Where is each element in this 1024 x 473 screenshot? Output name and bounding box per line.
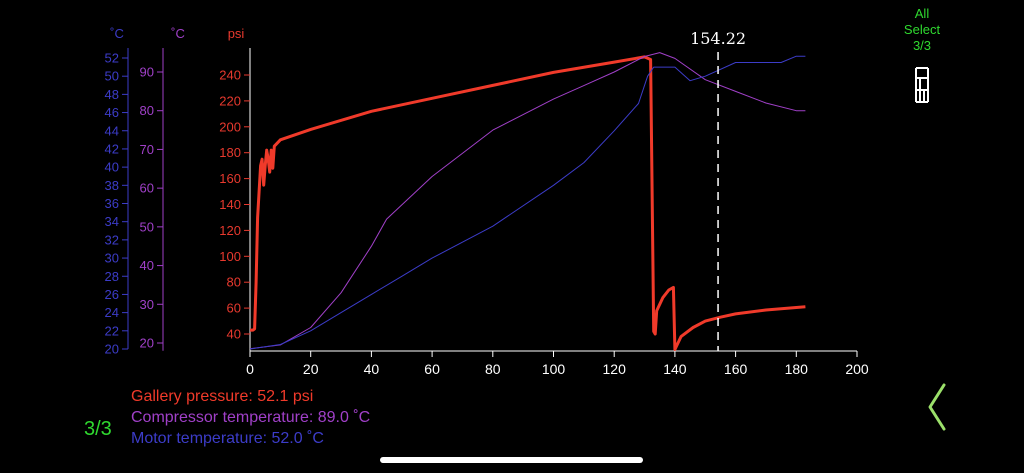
y-unit-motor: ˚C xyxy=(110,26,124,41)
y-tick-label-motor: 46 xyxy=(105,105,119,120)
y-unit-comp: ˚C xyxy=(171,26,185,41)
y-tick-label-press: 40 xyxy=(227,327,241,342)
legend-motor: Motor temperature: 52.0 ˚C xyxy=(131,430,324,447)
y-tick-label-motor: 40 xyxy=(105,160,119,175)
y-tick-label-press: 100 xyxy=(219,249,241,264)
y-tick-label-motor: 30 xyxy=(105,251,119,266)
y-tick-label-press: 60 xyxy=(227,301,241,316)
x-tick-label: 40 xyxy=(364,361,380,377)
x-tick-label: 80 xyxy=(485,361,501,377)
x-tick-label: 180 xyxy=(785,361,809,377)
legend-pressure: Gallery pressure: 52.1 psi xyxy=(131,388,314,405)
series-select-icon[interactable] xyxy=(912,66,932,106)
y-tick-label-comp: 20 xyxy=(140,336,154,351)
x-tick-label: 100 xyxy=(542,361,566,377)
y-tick-label-motor: 38 xyxy=(105,178,119,193)
y-tick-label-comp: 40 xyxy=(140,258,154,273)
y-tick-label-press: 160 xyxy=(219,171,241,186)
cursor-label: 154.22 xyxy=(690,29,746,48)
y-tick-label-motor: 44 xyxy=(105,123,119,138)
y-tick-label-motor: 32 xyxy=(105,232,119,247)
x-tick-label: 200 xyxy=(845,361,869,377)
y-tick-label-press: 120 xyxy=(219,223,241,238)
home-indicator[interactable] xyxy=(380,457,643,463)
legend-compressor: Compressor temperature: 89.0 ˚C xyxy=(131,409,371,426)
x-tick-label: 0 xyxy=(246,361,254,377)
y-tick-label-motor: 20 xyxy=(105,342,119,357)
x-tick-label: 120 xyxy=(603,361,627,377)
count-label: 3/3 xyxy=(912,38,932,53)
y-tick-label-motor: 22 xyxy=(105,323,119,338)
y-tick-label-comp: 60 xyxy=(140,181,154,196)
y-tick-label-motor: 34 xyxy=(105,214,119,229)
y-tick-label-motor: 48 xyxy=(105,87,119,102)
y-tick-label-comp: 90 xyxy=(140,65,154,80)
all-label: All xyxy=(914,6,930,21)
page-indicator: 3/3 xyxy=(84,418,112,440)
x-tick-label: 160 xyxy=(724,361,748,377)
y-tick-label-motor: 26 xyxy=(105,287,119,302)
y-tick-label-press: 80 xyxy=(227,275,241,290)
y-tick-label-comp: 70 xyxy=(140,142,154,157)
y-tick-label-comp: 80 xyxy=(140,103,154,118)
x-tick-label: 140 xyxy=(663,361,687,377)
y-tick-label-motor: 50 xyxy=(105,69,119,84)
y-tick-label-motor: 28 xyxy=(105,269,119,284)
x-tick-label: 20 xyxy=(303,361,319,377)
y-tick-label-comp: 50 xyxy=(140,219,154,234)
y-tick-label-motor: 52 xyxy=(105,51,119,66)
y-tick-label-motor: 42 xyxy=(105,141,119,156)
y-tick-label-motor: 24 xyxy=(105,305,119,320)
y-tick-label-motor: 36 xyxy=(105,196,119,211)
all-select-button[interactable]: All Select 3/3 xyxy=(896,6,948,54)
series-line-press xyxy=(250,55,806,351)
legend: Gallery pressure: 52.1 psi Compressor te… xyxy=(131,386,370,449)
y-tick-label-press: 200 xyxy=(219,119,241,134)
y-tick-label-press: 220 xyxy=(219,93,241,108)
y-unit-press: psi xyxy=(228,26,245,41)
x-tick-label: 60 xyxy=(424,361,440,377)
y-tick-label-comp: 30 xyxy=(140,297,154,312)
series-line-motor xyxy=(249,55,806,350)
y-tick-label-press: 180 xyxy=(219,145,241,160)
series-line-comp xyxy=(249,52,806,350)
y-tick-label-press: 140 xyxy=(219,197,241,212)
y-tick-label-press: 240 xyxy=(219,68,241,83)
chevron-left-icon[interactable] xyxy=(924,382,950,432)
select-label: Select xyxy=(903,22,941,37)
